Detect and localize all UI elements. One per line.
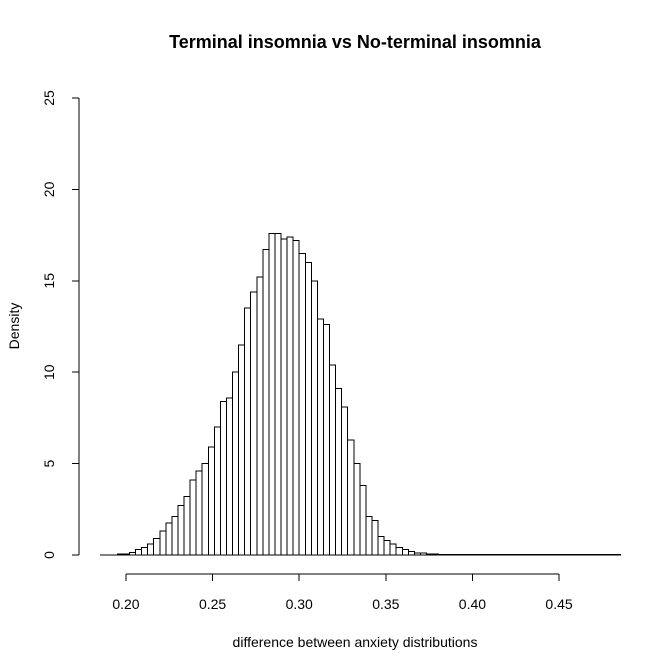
histogram-bar (153, 538, 161, 556)
histogram-bar (304, 262, 312, 556)
x-tick-label: 0.20 (112, 596, 139, 612)
histogram-bar (207, 446, 215, 556)
histogram-bar (219, 400, 227, 556)
histogram-bar (371, 519, 379, 556)
histogram-bar (141, 547, 149, 556)
histogram-bar (268, 232, 276, 556)
histogram-bar (407, 550, 415, 556)
histogram-bars (100, 232, 622, 556)
histogram-bar (310, 280, 318, 556)
histogram-bar (256, 276, 264, 556)
x-tick-label: 0.25 (199, 596, 226, 612)
histogram-bar (329, 364, 337, 556)
histogram-bar (183, 496, 191, 556)
y-tick-label: 15 (41, 273, 57, 289)
histogram-bar (213, 426, 221, 556)
histogram-bar (201, 463, 209, 556)
histogram-bar (135, 549, 143, 556)
x-tick-label: 0.30 (286, 596, 313, 612)
histogram-bar (195, 470, 203, 556)
x-tick-label: 0.40 (459, 596, 486, 612)
histogram-bar (159, 530, 167, 556)
y-tick-label: 0 (41, 551, 57, 559)
histogram-bar (274, 232, 282, 556)
histogram-bar (353, 463, 361, 556)
x-tick-label: 0.35 (372, 596, 399, 612)
histogram-bar (389, 543, 397, 556)
histogram-bar (316, 318, 324, 556)
histogram-bar (225, 397, 234, 556)
histogram-bar (365, 516, 373, 556)
chart-title: Terminal insomnia vs No-terminal insomni… (169, 32, 542, 52)
histogram-bar (238, 344, 246, 556)
histogram-bar (335, 388, 343, 556)
histogram-bar (383, 539, 391, 556)
y-tick-label: 10 (41, 364, 57, 380)
histogram-bar (189, 479, 197, 556)
histogram-bar (286, 236, 294, 556)
y-tick-label: 20 (41, 181, 57, 197)
histogram-bar (280, 238, 288, 556)
x-axis-label: difference between anxiety distributions (233, 634, 478, 650)
x-tick-label: 0.45 (545, 596, 572, 612)
y-tick-label: 25 (41, 90, 57, 106)
histogram-bar (250, 291, 258, 556)
histogram-bar (147, 543, 155, 556)
histogram-bar (298, 252, 306, 556)
histogram-bar (177, 505, 185, 556)
histogram-bar (232, 371, 240, 556)
y-axis-label: Density (6, 303, 22, 350)
histogram-bar (401, 549, 409, 556)
histogram-bar (244, 307, 252, 556)
histogram-bar (292, 240, 300, 556)
histogram-bar (377, 536, 385, 556)
histogram-bar (322, 324, 331, 556)
histogram-bar (347, 439, 355, 556)
y-tick-label: 5 (41, 459, 57, 467)
y-axis: 0 5 10 15 20 25 (41, 90, 80, 559)
histogram-bar (165, 522, 173, 556)
histogram-bar (341, 406, 349, 556)
histogram-bar (359, 485, 367, 556)
histogram-bar (171, 516, 179, 556)
x-axis: 0.20 0.25 0.30 0.35 0.40 0.45 (112, 573, 573, 612)
histogram-bar (262, 249, 270, 556)
histogram-bar (395, 547, 403, 556)
